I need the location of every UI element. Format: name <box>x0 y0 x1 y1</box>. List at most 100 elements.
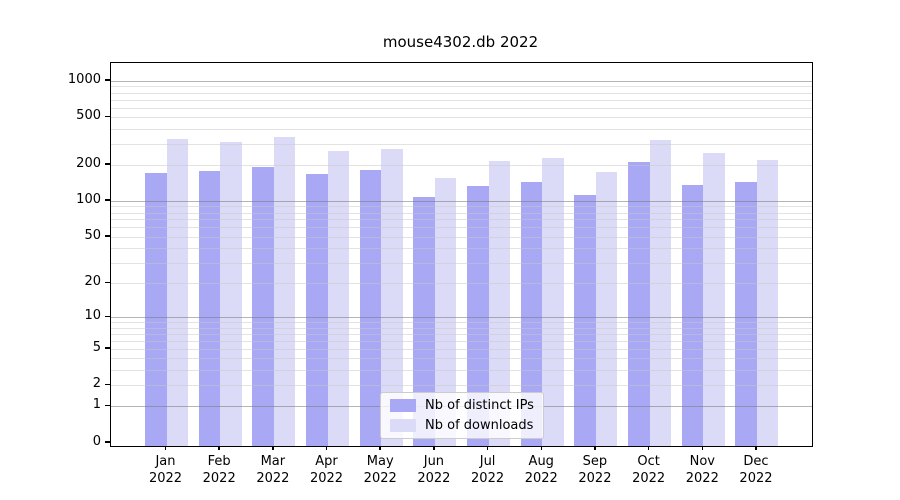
x-tick-mark <box>164 446 167 450</box>
y-tick-mark <box>105 115 110 118</box>
bars-layer <box>111 63 812 446</box>
y-tick-label: 2 <box>92 376 101 391</box>
x-tick-mark <box>755 446 757 450</box>
bar-ips-may <box>359 170 382 446</box>
x-tick-year: 2022 <box>417 471 451 486</box>
gridline-minor <box>111 283 812 285</box>
gridline-major <box>111 317 812 318</box>
gridline-minor <box>111 107 812 109</box>
gridline-minor <box>111 358 812 360</box>
x-tick-month: Aug <box>528 454 554 469</box>
y-tick-mark <box>105 79 110 81</box>
gridline-minor <box>111 340 812 342</box>
x-tick-label: Oct 2022 <box>618 453 680 487</box>
x-tick-mark <box>379 446 381 450</box>
x-tick-month: Feb <box>207 454 231 469</box>
y-tick-mark <box>105 315 110 317</box>
x-tick-year: 2022 <box>578 471 612 486</box>
x-tick-month: Sep <box>582 454 608 469</box>
x-tick-year: 2022 <box>685 471 719 486</box>
x-tick-label: Jul 2022 <box>457 453 519 487</box>
x-tick-mark <box>218 446 220 450</box>
y-tick-mark <box>105 281 110 284</box>
gridline-minor <box>111 369 812 371</box>
x-tick-label: Jun 2022 <box>403 453 465 487</box>
x-tick-label: Nov 2022 <box>671 453 733 487</box>
gridline-major <box>111 80 812 82</box>
bar-ips-mar <box>252 166 274 446</box>
legend-row-ips: Nb of distinct IPs <box>390 398 535 413</box>
legend-swatch-ips <box>390 399 416 412</box>
gridline-minor <box>111 385 812 386</box>
x-tick-month: May <box>366 454 394 469</box>
x-tick-mark <box>594 446 596 450</box>
gridline-minor <box>111 212 812 214</box>
y-tick-mark <box>105 441 110 443</box>
x-tick-year: 2022 <box>309 471 344 486</box>
x-tick-year: 2022 <box>739 471 773 486</box>
x-tick-year: 2022 <box>524 471 558 486</box>
plot-area: Nb of distinct IPs Nb of downloads <box>110 62 813 447</box>
y-tick-mark <box>105 199 110 201</box>
y-tick-label: 1000 <box>67 71 101 87</box>
y-tick-mark <box>105 163 110 165</box>
bar-downloads-dec <box>756 159 779 446</box>
gridline-minor <box>111 248 812 250</box>
legend-label-downloads: Nb of downloads <box>425 418 534 433</box>
bar-ips-dec <box>735 182 757 446</box>
x-tick-mark <box>272 446 274 450</box>
gridline-minor <box>111 327 812 329</box>
bar-ips-apr <box>306 173 328 446</box>
y-tick-label: 500 <box>76 108 101 124</box>
gridline-minor <box>111 128 812 130</box>
gridline-minor <box>111 348 812 350</box>
x-tick-label: Aug 2022 <box>510 453 572 487</box>
bar-downloads-sep <box>595 171 618 446</box>
gridline-minor <box>111 262 812 264</box>
x-tick-label: May 2022 <box>349 453 411 487</box>
y-tick-label: 200 <box>76 155 101 171</box>
y-tick-label: 0 <box>92 433 101 449</box>
bar-downloads-jun <box>434 178 457 446</box>
x-tick-month: Mar <box>260 454 286 469</box>
y-tick-mark <box>105 404 110 407</box>
y-tick-label: 5 <box>92 339 101 355</box>
x-tick-label: Jan 2022 <box>135 453 197 487</box>
bar-downloads-may <box>381 148 403 446</box>
legend-label-ips: Nb of distinct IPs <box>425 398 534 413</box>
gridline-minor <box>111 117 812 119</box>
bar-downloads-nov <box>703 152 725 446</box>
gridline-minor <box>111 227 812 229</box>
gridline-minor <box>111 164 812 166</box>
bar-ips-jun <box>413 197 435 446</box>
x-tick-mark <box>647 446 650 450</box>
x-tick-year: 2022 <box>148 471 183 486</box>
bar-ips-sep <box>574 195 596 446</box>
chart-title: mouse4302.db 2022 <box>382 33 539 51</box>
gridline-minor <box>111 219 812 221</box>
gridline-major <box>111 200 812 202</box>
x-tick-year: 2022 <box>363 471 397 486</box>
gridline-minor <box>111 206 812 208</box>
y-tick-mark <box>105 383 110 385</box>
gridline-minor <box>111 86 812 88</box>
bar-downloads-aug <box>542 157 564 446</box>
x-tick-month: Dec <box>743 454 769 469</box>
gridline-minor <box>111 236 812 238</box>
x-tick-month: Jan <box>155 454 176 469</box>
x-tick-mark <box>433 446 435 450</box>
gridline-minor <box>111 99 812 101</box>
x-tick-year: 2022 <box>632 471 666 486</box>
x-tick-month: Jul <box>479 454 496 469</box>
y-tick-label: 50 <box>84 227 101 243</box>
x-tick-mark <box>540 446 542 450</box>
gridline-minor <box>111 92 812 94</box>
x-tick-mark <box>486 446 489 450</box>
gridline-minor <box>111 333 812 335</box>
x-tick-mark <box>325 446 328 450</box>
y-tick-label: 20 <box>84 274 101 290</box>
y-tick-label: 100 <box>76 191 101 207</box>
x-tick-year: 2022 <box>202 471 236 486</box>
bar-ips-jan <box>145 172 167 446</box>
